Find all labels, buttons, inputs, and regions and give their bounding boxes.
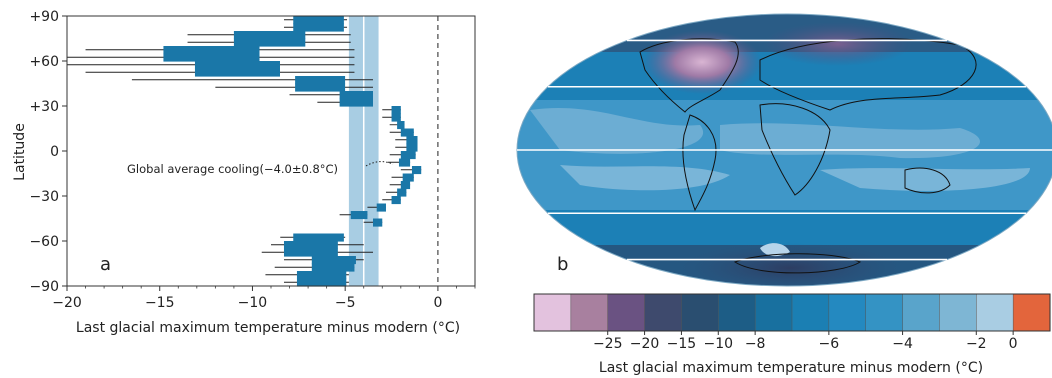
latitude-bar: [283, 248, 338, 257]
colorbar-tick-label: 0: [1009, 336, 1018, 352]
latitude-bar: [391, 106, 401, 115]
latitude-bar: [397, 188, 407, 197]
colorbar-swatch: [1012, 293, 1051, 332]
y-tick-label: +30: [29, 99, 59, 115]
y-tick-label: −60: [29, 234, 59, 250]
latitude-bar: [400, 128, 414, 137]
map-warm-patch-4: [820, 168, 1030, 191]
colorbar-swatch: [570, 293, 609, 332]
colorbar-swatch: [939, 293, 977, 332]
colorbar-swatch: [791, 293, 830, 332]
colorbar-ticks: −25 −20 −15 −10 −8 −6 −4 −2 0: [593, 331, 1018, 352]
x-axis-ticks: −20 −15 −10 −5 0: [52, 286, 476, 311]
colorbar-swatch: [681, 293, 719, 332]
latitude-bar: [376, 203, 386, 212]
latitude-bar: [296, 271, 347, 280]
latitude-bar: [293, 23, 344, 32]
colorbar-swatch: [644, 293, 682, 332]
colorbar-swatch: [533, 293, 572, 332]
latitude-bar: [233, 38, 306, 47]
colorbar-swatch: [902, 293, 940, 332]
latitude-bar: [397, 121, 405, 130]
map-europe-ice: [763, 22, 913, 66]
y-tick-label: +90: [29, 9, 59, 25]
colorbar: −25 −20 −15 −10 −8 −6 −4 −2 0 Last glacial maxim…: [533, 293, 1051, 376]
x-tick-label: −10: [238, 295, 268, 311]
map-warm-patch-1: [530, 107, 704, 154]
x-tick-label: −20: [52, 295, 82, 311]
latitude-bar: [400, 181, 411, 190]
latitude-bar: [296, 278, 347, 287]
colorbar-tick-label: −2: [966, 336, 987, 352]
latitude-bar: [233, 31, 306, 40]
annotation-leader: [365, 161, 394, 167]
latitude-bar: [373, 218, 383, 227]
y-tick-label: +60: [29, 54, 59, 70]
colorbar-tick-label: −15: [667, 336, 697, 352]
colorbar-swatches: [533, 293, 1051, 332]
latitude-bar: [283, 241, 338, 250]
latitude-bar: [163, 46, 260, 55]
y-axis-ticks: +90 +60 +30 0 −30 −60 −90: [29, 9, 67, 295]
colorbar-swatch: [828, 293, 867, 332]
latitude-cooling-chart: −20 −15 −10 −5 0 +90 +60 +30 0 −30 −60 −90 Latitud…: [12, 9, 476, 336]
y-axis-label: Latitude: [12, 123, 28, 181]
colorbar-tick-label: −4: [892, 336, 913, 352]
map-north-america-ice: [642, 30, 762, 94]
latitude-bar: [311, 256, 356, 265]
latitude-bar: [194, 68, 280, 77]
latitude-bar: [295, 76, 346, 85]
panel-b-label: b: [557, 254, 568, 275]
latitude-bar: [400, 151, 416, 160]
colorbar-swatch: [865, 293, 904, 332]
colorbar-tick-label: −20: [630, 336, 660, 352]
latitude-bar: [194, 61, 280, 70]
colorbar-tick-label: −8: [745, 336, 766, 352]
y-tick-label: −30: [29, 189, 59, 205]
colorbar-tick-label: −25: [593, 336, 623, 352]
x-tick-label: −5: [335, 295, 356, 311]
map-antarctic-light-spot: [760, 243, 790, 257]
global-average-band: [348, 16, 379, 286]
world-temperature-map: b: [516, 13, 1052, 287]
latitude-bars: [163, 16, 422, 287]
latitude-bar: [339, 98, 373, 107]
colorbar-frame: [533, 293, 1051, 332]
latitude-bar: [411, 166, 422, 175]
latitude-bar: [339, 91, 373, 100]
panel-a-label: a: [100, 254, 111, 275]
colorbar-swatch: [607, 293, 646, 332]
latitude-bar: [311, 263, 355, 272]
colorbar-tick-label: −6: [819, 336, 840, 352]
latitude-bar: [406, 143, 418, 152]
latitude-bar: [402, 173, 414, 182]
global-average-annotation: Global average cooling(−4.0±0.8°C): [127, 162, 338, 176]
y-tick-label: 0: [50, 144, 59, 160]
latitude-bar: [293, 233, 344, 242]
latitude-bar: [398, 158, 411, 167]
latitude-bar: [350, 211, 368, 220]
x-tick-label: −15: [145, 295, 175, 311]
continent-outlines: [639, 38, 977, 274]
y-tick-label: −90: [29, 279, 59, 295]
latitude-bar: [391, 113, 401, 122]
colorbar-label: Last glacial maximum temperature minus m…: [599, 360, 983, 376]
latitude-bar: [295, 83, 346, 92]
colorbar-swatch: [718, 293, 756, 332]
colorbar-tick-label: −10: [704, 336, 734, 352]
x-tick-label: 0: [433, 295, 442, 311]
x-axis-label: Last glacial maximum temperature minus m…: [76, 320, 460, 336]
map-antarctic-cold: [680, 243, 900, 286]
latitude-bar: [163, 53, 260, 62]
colorbar-swatch: [976, 293, 1014, 332]
latitude-bar: [391, 196, 401, 205]
latitude-lines: [517, 39, 1052, 261]
latitude-bar: [293, 16, 344, 25]
latitude-bar: [406, 136, 418, 145]
colorbar-swatch: [754, 293, 793, 332]
